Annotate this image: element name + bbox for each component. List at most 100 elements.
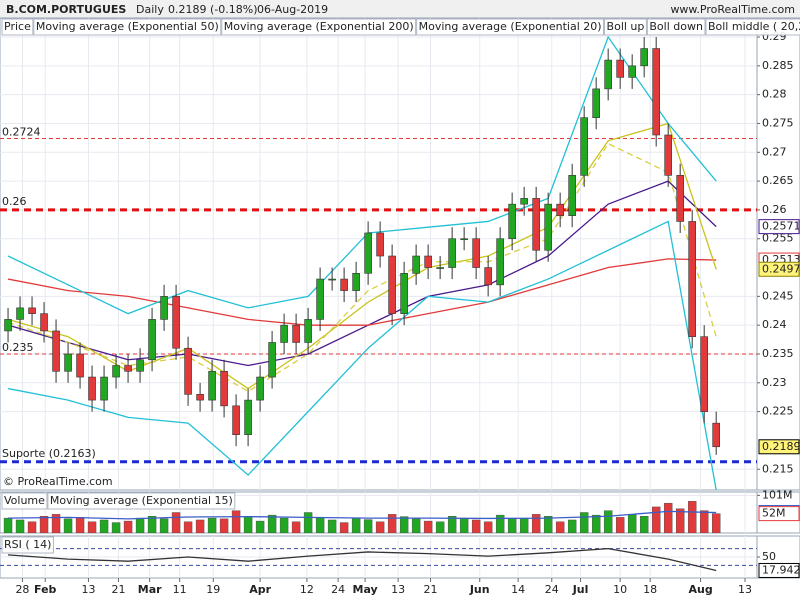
candle-body: [436, 267, 444, 269]
volume-bar: [555, 521, 565, 533]
candle-body: [424, 255, 432, 268]
y-tick-label: 0.28: [762, 88, 787, 101]
legend-box: [705, 18, 800, 36]
volume-bar: [315, 517, 325, 533]
volume-bar: [447, 516, 457, 533]
level-label: 0.2724: [2, 125, 41, 138]
candle-body: [532, 198, 540, 251]
x-tick-label: May: [353, 583, 378, 596]
volume-bar: [51, 514, 61, 533]
volume-bar: [207, 517, 217, 533]
x-tick-label: 19: [206, 583, 220, 596]
value-badge: [758, 439, 800, 455]
level-label: 0.235: [2, 341, 34, 354]
legend-entry: Moving average (Exponential 200): [224, 20, 414, 33]
legend-entry: Moving average (Exponential 50): [36, 20, 219, 33]
volume-bar: [303, 512, 313, 533]
volume-bar: [159, 518, 169, 533]
value-badge: [758, 562, 800, 578]
x-tick-label: 13: [391, 583, 405, 596]
candle-body: [4, 319, 12, 332]
volume-bar: [135, 517, 145, 533]
candle-body: [148, 319, 156, 361]
candle-body: [448, 238, 456, 268]
candle-body: [628, 65, 636, 78]
volume-bar: [351, 517, 361, 533]
series-line: [7, 258, 717, 326]
y-tick-label: 0.285: [762, 59, 794, 72]
volume-bar: [507, 517, 517, 533]
series-line: [7, 220, 717, 490]
volume-bar: [171, 512, 181, 533]
candle-body: [40, 313, 48, 332]
header-bar: [0, 0, 800, 18]
volume-bar: [603, 510, 613, 533]
volume-bar: [123, 520, 133, 533]
volume-bar: [459, 517, 469, 533]
value-badge: [758, 506, 800, 522]
candle-body: [712, 422, 720, 448]
candle-body: [268, 342, 276, 378]
panel: 101M54.9M52MVolumeMoving average (Expone…: [0, 488, 800, 534]
volume-bar: [471, 519, 481, 533]
candle-body: [16, 307, 24, 320]
y-tick-label: 101M: [762, 488, 793, 501]
volume-bar: [663, 502, 673, 533]
volume-bar: [567, 519, 577, 533]
x-tick-label: 13: [81, 583, 95, 596]
candle-body: [112, 365, 120, 378]
volume-bar: [531, 514, 541, 533]
x-tick-label: 21: [111, 583, 125, 596]
volume-bar: [363, 519, 373, 533]
volume-bar: [63, 518, 73, 533]
volume-bar: [39, 516, 49, 533]
volume-bar: [87, 521, 97, 533]
y-tick-label: 0.26: [762, 203, 787, 216]
volume-bar: [483, 521, 493, 533]
x-tick-label: 21: [424, 583, 438, 596]
candle-body: [88, 376, 96, 401]
volume-bar: [711, 513, 721, 533]
legend-box: [221, 18, 417, 36]
volume-bar: [231, 510, 241, 533]
y-tick-label: 0.24: [762, 318, 787, 331]
y-tick-label: 0.265: [762, 174, 794, 187]
candle-body: [688, 221, 696, 338]
candle-body: [544, 203, 552, 251]
volume-bar: [327, 519, 337, 533]
candle-body: [508, 203, 516, 240]
volume-bar: [255, 520, 265, 533]
volume-bar: [279, 517, 289, 533]
volume-bar: [687, 501, 697, 533]
x-tick-label: 24: [331, 583, 345, 596]
candle-body: [352, 273, 360, 291]
quote: 0.2189 (-0.18%): [168, 3, 257, 16]
y-tick-label: 0.27: [762, 145, 787, 158]
legend-box: [1, 18, 34, 36]
candle-body: [220, 370, 228, 407]
value-badge-label: 0.2189: [762, 440, 800, 453]
site: www.ProRealTime.com: [670, 3, 795, 16]
volume-bar: [423, 520, 433, 533]
volume-bar: [675, 508, 685, 533]
volume-bar: [75, 517, 85, 533]
level-label: 0.26: [2, 195, 27, 208]
candle-body: [580, 117, 588, 176]
legend-entry: Moving average (Exponential 15): [50, 494, 233, 507]
volume-bar: [591, 514, 601, 533]
x-tick-label: 10: [613, 583, 627, 596]
panel: 0.215 0.225 0.23 0.235 0.24 0.245 0.255 0.26 0.2…: [0, 17, 800, 491]
value-badge: [758, 219, 800, 235]
candle-body: [556, 203, 564, 216]
candle-body: [700, 336, 708, 412]
x-tick-label: 11: [173, 583, 187, 596]
candle-body: [472, 238, 480, 268]
candle-body: [652, 48, 660, 136]
candle-body: [292, 324, 300, 343]
volume-bar: [639, 516, 649, 533]
candle-body: [316, 278, 324, 320]
volume-bar: [387, 514, 397, 533]
volume-bar: [195, 519, 205, 533]
legend-box: [604, 18, 647, 36]
